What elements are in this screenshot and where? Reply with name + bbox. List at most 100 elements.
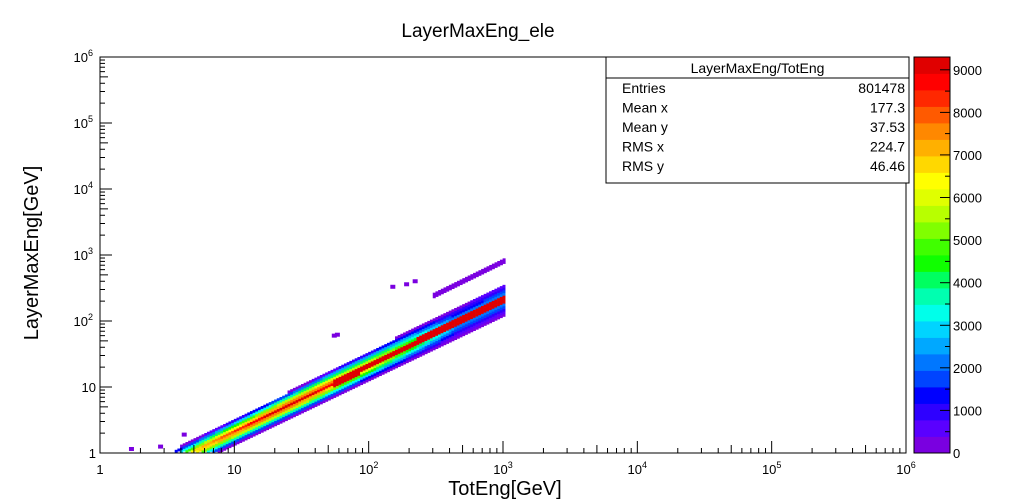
heatmap-cell <box>465 279 468 283</box>
heatmap-cell <box>421 352 425 356</box>
heatmap-cell <box>322 379 326 382</box>
heatmap-cell <box>284 415 288 419</box>
heatmap-cell <box>247 425 251 429</box>
heatmap-cell <box>206 437 210 440</box>
heatmap-cell <box>352 367 356 371</box>
heatmap-cell <box>427 331 431 335</box>
heatmap-cell <box>352 364 356 368</box>
palette-segment <box>914 271 950 289</box>
heatmap-cell <box>502 284 506 288</box>
heatmap-cell <box>459 326 463 330</box>
heatmap-cell <box>478 309 482 313</box>
heatmap-cell <box>494 288 498 292</box>
heatmap-cell <box>314 380 318 384</box>
heatmap-cell <box>403 358 407 362</box>
heatmap-cell <box>300 384 304 387</box>
heatmap-cell <box>384 362 388 366</box>
heatmap-cell <box>300 407 304 411</box>
heatmap-cell <box>204 440 208 444</box>
heatmap-cell <box>228 442 232 446</box>
heatmap-cell <box>429 340 433 344</box>
heatmap-cell <box>201 436 205 440</box>
heatmap-cell <box>462 314 466 318</box>
heatmap-cell <box>201 444 205 448</box>
heatmap-cell <box>480 303 484 306</box>
heatmap-cell <box>335 380 339 384</box>
heatmap-cell <box>282 400 286 404</box>
heatmap-cell <box>196 447 200 451</box>
heatmap-cell <box>395 360 398 364</box>
heatmap-cell <box>239 437 243 441</box>
heatmap-cell <box>198 438 202 442</box>
heatmap-cell <box>486 316 490 320</box>
heatmap-cell <box>279 415 283 419</box>
heatmap-cell <box>319 390 323 394</box>
heatmap-cell <box>357 362 361 366</box>
heatmap-cell <box>424 324 428 328</box>
heatmap-cell <box>405 333 409 337</box>
heatmap-cell <box>365 363 369 367</box>
heatmap-cell <box>282 403 286 407</box>
heatmap-cell <box>413 353 417 357</box>
heatmap-cell <box>217 437 221 441</box>
heatmap-cell <box>182 445 186 449</box>
heatmap-cell <box>462 319 466 323</box>
heatmap-cell <box>266 419 270 423</box>
heatmap-cell <box>480 295 484 299</box>
heatmap-cell <box>456 322 460 326</box>
heatmap-cell <box>424 338 428 341</box>
heatmap-cell <box>241 422 245 426</box>
heatmap-cell <box>338 371 342 375</box>
heatmap-cell <box>395 346 398 350</box>
heatmap-cell <box>335 383 339 387</box>
heatmap-cell <box>325 385 329 389</box>
heatmap-cell <box>392 366 396 370</box>
heatmap-cell <box>446 330 450 334</box>
heatmap-cell <box>392 340 396 344</box>
heatmap-cell <box>233 426 237 430</box>
heatmap-cell <box>475 321 479 325</box>
heatmap-cell <box>241 417 245 421</box>
heatmap-cell <box>470 316 474 320</box>
heatmap-cell <box>349 360 353 364</box>
heatmap-cell <box>325 383 329 386</box>
heatmap-cell <box>438 292 442 296</box>
heatmap-cell <box>306 405 310 409</box>
heatmap-cell <box>483 270 487 274</box>
heatmap-cell <box>421 339 425 343</box>
heatmap-cell <box>435 338 439 342</box>
heatmap-cell <box>346 375 350 379</box>
heatmap-cell <box>397 358 401 362</box>
heatmap-cell <box>432 318 436 322</box>
heatmap-cell <box>188 440 192 444</box>
heatmap-cell <box>263 423 267 427</box>
heatmap-cell <box>249 419 253 422</box>
heatmap-cell <box>467 322 471 326</box>
heatmap-cell <box>381 358 385 362</box>
heatmap-cell <box>185 447 189 451</box>
heatmap-cell <box>263 412 267 416</box>
heatmap-cell <box>489 293 493 297</box>
heatmap-cell <box>341 388 345 392</box>
heatmap-cell <box>338 392 342 396</box>
heatmap-cell <box>228 426 232 430</box>
heatmap-cell <box>295 402 299 406</box>
heatmap-cell <box>217 445 221 448</box>
heatmap-cell <box>435 293 439 297</box>
heatmap-cell <box>333 371 337 375</box>
heatmap-cell <box>198 443 202 447</box>
heatmap-cell <box>483 317 487 321</box>
heatmap-cell <box>274 410 278 414</box>
heatmap-cell <box>209 433 213 437</box>
heatmap-cell <box>319 393 323 397</box>
heatmap-cell <box>225 435 229 439</box>
heatmap-cell <box>239 421 243 425</box>
heatmap-cell <box>362 362 366 366</box>
heatmap-cell <box>341 372 345 376</box>
heatmap-cell <box>499 296 503 300</box>
heatmap-cell <box>443 290 447 293</box>
heatmap-cell <box>437 318 441 322</box>
heatmap-cell <box>437 336 441 340</box>
heatmap-cell <box>228 439 232 443</box>
heatmap-cell <box>354 382 358 385</box>
